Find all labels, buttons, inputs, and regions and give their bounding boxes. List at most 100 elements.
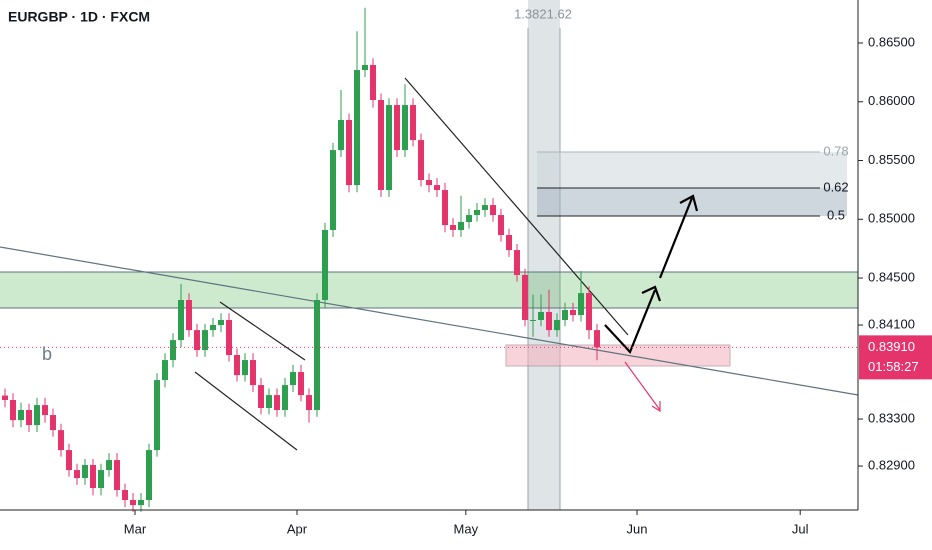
candle-body — [138, 500, 144, 506]
x-tick-label: Jun — [627, 521, 648, 536]
range-label: 1.3821.62 — [514, 6, 572, 21]
candle-body — [10, 400, 16, 421]
candle-body — [210, 325, 216, 331]
y-tick-label: 0.84100 — [868, 316, 915, 331]
candle-body — [258, 385, 264, 408]
fib-label: 0.5 — [827, 207, 845, 222]
candle-body — [114, 460, 120, 491]
candle-body — [346, 119, 352, 186]
y-tick-label: 0.83300 — [868, 410, 915, 425]
candle-body — [170, 340, 176, 361]
arrow-head — [679, 194, 699, 212]
candle-body — [330, 150, 336, 230]
candle-body — [386, 105, 392, 191]
candles — [2, 7, 600, 512]
candle-body — [162, 360, 168, 381]
price-tag-label: 0.83910 — [868, 339, 915, 354]
candle-body — [282, 385, 288, 410]
candle-body — [362, 64, 368, 71]
candle-body — [74, 470, 80, 479]
candle-body — [570, 309, 576, 316]
candle-body — [18, 409, 24, 421]
candle-body — [458, 221, 464, 230]
candle-body — [554, 319, 560, 331]
y-tick-label: 0.82900 — [868, 457, 915, 472]
candle-body — [122, 490, 128, 501]
candle-body — [522, 274, 528, 320]
y-tick-label: 0.86000 — [868, 93, 915, 108]
candle-body — [482, 205, 488, 210]
candle-body — [506, 235, 512, 251]
x-tick-label: Mar — [124, 521, 147, 536]
y-tick-label: 0.86500 — [868, 34, 915, 49]
candle-body — [26, 409, 32, 426]
countdown-label: 01:58:27 — [868, 359, 919, 374]
candle-body — [146, 450, 152, 501]
candle-body — [378, 100, 384, 191]
candle-body — [354, 70, 360, 186]
candle-body — [466, 215, 472, 222]
candle-body — [322, 229, 328, 301]
channel-line — [219, 301, 306, 361]
candle-body — [234, 355, 240, 376]
price-axis — [858, 0, 932, 550]
candle-body — [394, 105, 400, 151]
arrow-head — [651, 401, 661, 413]
candle-body — [34, 405, 40, 426]
candle-body — [274, 395, 280, 410]
arrow-head — [641, 285, 662, 302]
trend-line — [0, 246, 859, 396]
candle-body — [434, 185, 440, 191]
candle-body — [402, 105, 408, 151]
candle-body — [58, 430, 64, 451]
candle-body — [538, 311, 544, 320]
candle-body — [474, 209, 480, 216]
x-tick-label: Apr — [287, 521, 308, 536]
candle-body — [130, 500, 136, 506]
support-zone — [0, 272, 858, 308]
y-tick-label: 0.85500 — [868, 152, 915, 167]
fib-zone — [537, 188, 847, 216]
candle-body — [450, 225, 456, 230]
price-tag — [859, 335, 932, 380]
candle-body — [106, 460, 112, 471]
candle-body — [314, 300, 320, 410]
candle-body — [306, 395, 312, 410]
candle-body — [490, 205, 496, 216]
candle-body — [90, 464, 96, 489]
candle-body — [42, 405, 48, 416]
candle-body — [98, 470, 104, 489]
candle-body — [2, 395, 8, 401]
chart-title: EURGBP · 1D · FXCM — [8, 9, 150, 25]
candle-body — [578, 293, 584, 316]
candle-body — [66, 450, 72, 471]
candle-body — [194, 330, 200, 351]
candle-body — [594, 330, 600, 348]
fib-label: 0.62 — [823, 179, 848, 194]
candle-body — [218, 319, 224, 326]
demand-zone — [505, 344, 731, 367]
candle-body — [562, 309, 568, 320]
candle-body — [226, 319, 232, 356]
candle-body — [426, 180, 432, 186]
candle-body — [242, 360, 248, 376]
forecast-arrow — [604, 289, 657, 355]
trend-line — [404, 77, 629, 336]
candle-body — [202, 330, 208, 351]
fib-zone — [537, 152, 847, 188]
candle-body — [498, 215, 504, 236]
x-tick-label: May — [454, 521, 479, 536]
forecast-arrow — [658, 197, 694, 279]
candle-body — [586, 293, 592, 331]
candle-body — [266, 395, 272, 408]
x-tick-label: Jul — [792, 521, 809, 536]
candle-body — [530, 319, 536, 321]
time-range-highlight — [528, 0, 560, 510]
candle-body — [154, 380, 160, 451]
candle-body — [514, 250, 520, 275]
y-tick-label: 0.85000 — [868, 211, 915, 226]
candle-body — [338, 119, 344, 151]
candle-body — [178, 300, 184, 341]
